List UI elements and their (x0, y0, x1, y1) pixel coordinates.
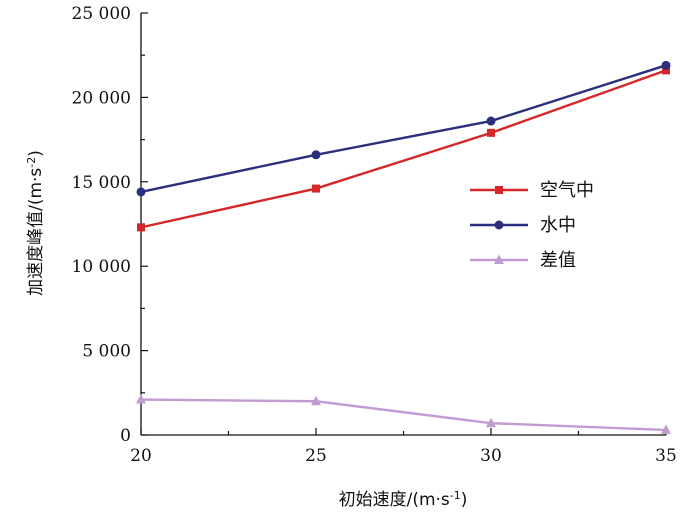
x-tick-label: 25 (305, 446, 327, 466)
x-tick-label: 35 (655, 446, 677, 466)
data-point (486, 116, 496, 126)
x-ticks: 20 25 30 35 (130, 428, 677, 466)
data-point (136, 394, 146, 404)
x-axis-label: 初始速度/(m·s-1) (339, 489, 468, 511)
legend-marker (495, 186, 503, 194)
x-tick-label: 30 (480, 446, 502, 466)
legend-marker (494, 254, 504, 264)
legend-label: 水中 (540, 215, 576, 236)
data-point (486, 417, 496, 428)
data-point (661, 424, 671, 434)
series-group (136, 60, 671, 434)
y-tick-label: 5 000 (82, 342, 131, 362)
legend-marker (494, 220, 504, 230)
axes (140, 13, 666, 436)
data-point (662, 66, 670, 75)
y-tick-label: 15 000 (72, 173, 131, 193)
data-point (311, 150, 321, 160)
data-point (137, 223, 145, 232)
series-line (140, 64, 667, 194)
y-ticks: 0 5 000 10 000 15 000 20 000 25 000 (72, 4, 148, 446)
data-point (487, 128, 495, 137)
y-tick-label: 20 000 (72, 88, 131, 108)
data-point (661, 60, 671, 70)
data-point (312, 184, 320, 193)
x-tick-label: 20 (130, 446, 152, 466)
y-axis-label: 加速度峰值/(m·s-2) (25, 150, 47, 296)
series-line (140, 398, 667, 432)
y-tick-label: 10 000 (72, 257, 131, 277)
y-tick-label: 0 (120, 426, 131, 446)
data-point (136, 187, 146, 197)
legend-label: 空气中 (540, 180, 594, 201)
y-tick-label: 25 000 (72, 4, 131, 24)
series-line (140, 69, 667, 229)
data-point (311, 395, 321, 406)
legend-label: 差值 (540, 250, 576, 271)
